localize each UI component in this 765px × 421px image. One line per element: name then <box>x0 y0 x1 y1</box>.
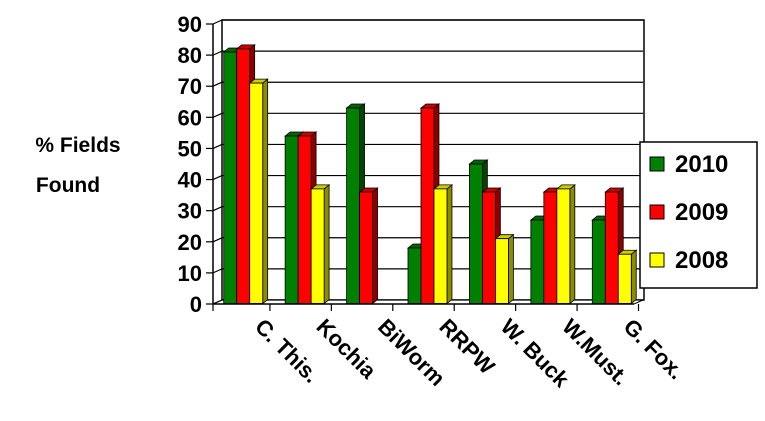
y-tick-label: 10 <box>178 261 202 286</box>
bar-2009-2 <box>358 187 379 305</box>
gridline-wall-segment <box>212 237 223 243</box>
y-tick-labels: 0 10 20 30 40 50 60 70 80 90 <box>178 12 202 317</box>
y-tick-label: 40 <box>178 168 202 193</box>
bar-2008-3 <box>432 184 454 305</box>
bar-2008-1 <box>310 184 331 305</box>
y-axis-label-line-2: Found <box>36 174 100 197</box>
y-tick-label: 20 <box>178 230 202 255</box>
legend-swatch-2009 <box>649 204 665 220</box>
x-tick-label: C. This. <box>250 314 324 388</box>
gridline-wall-segment <box>212 268 223 274</box>
gridline-wall-segment <box>212 206 223 212</box>
x-tick-label: Kochia <box>312 314 382 384</box>
y-tick-label: 50 <box>178 136 202 161</box>
bar-2008-6 <box>617 249 638 305</box>
y-axis-label-line-1: % Fields <box>35 134 120 157</box>
bar-2008-4 <box>494 233 515 305</box>
gridline-wall-segment <box>212 175 223 181</box>
bar-2008-5 <box>555 184 576 305</box>
axes <box>206 23 640 311</box>
legend-label-2009: 2009 <box>675 199 728 226</box>
y-tick-label: 0 <box>190 292 202 317</box>
gridline-wall-segment <box>212 19 223 25</box>
gridline-wall-segment <box>212 112 223 118</box>
y-tick-label: 60 <box>178 105 202 130</box>
y-tick-label: 70 <box>178 74 202 99</box>
legend-label-2010: 2010 <box>675 151 728 178</box>
y-tick-label: 80 <box>178 43 202 68</box>
x-tick-label: BiWorm <box>373 314 450 391</box>
legend-label-2008: 2008 <box>675 247 728 274</box>
y-tick-label: 30 <box>178 199 202 224</box>
gridline-wall-segment <box>212 81 223 87</box>
legend: 2010 2009 2008 <box>639 141 758 289</box>
y-tick-label: 90 <box>178 12 202 37</box>
bar-2008-0 <box>248 78 269 305</box>
gridline-wall-segment <box>212 50 223 56</box>
gridline-wall-segment <box>212 143 223 149</box>
legend-swatch-2008 <box>649 252 665 268</box>
bars <box>222 44 638 305</box>
legend-swatch-2010 <box>649 156 665 172</box>
